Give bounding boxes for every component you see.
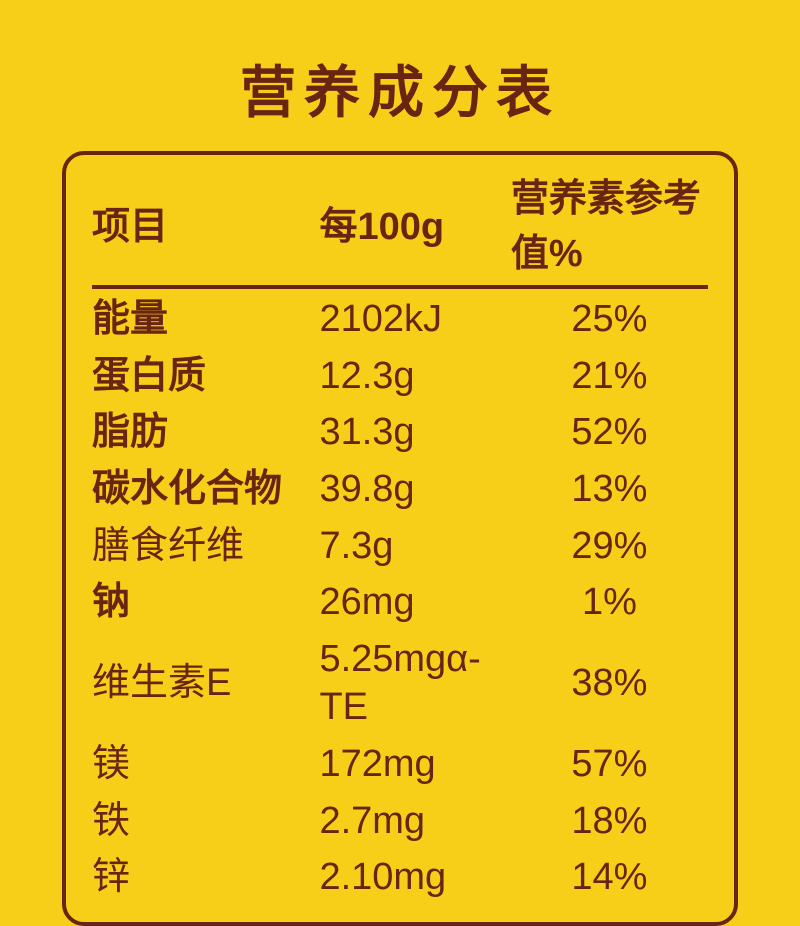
cell-nrv: 57%: [511, 734, 708, 791]
table-body: 能量 2102kJ 25% 蛋白质 12.3g 21% 脂肪 31.3g 52%…: [92, 287, 708, 904]
nutrition-table: 项目 每100g 营养素参考值% 能量 2102kJ 25% 蛋白质 12.3g…: [92, 167, 708, 904]
table-row: 膳食纤维 7.3g 29%: [92, 516, 708, 573]
cell-item: 蛋白质: [92, 346, 301, 403]
cell-item: 维生素E: [92, 629, 301, 734]
table-row: 铁 2.7mg 18%: [92, 791, 708, 848]
cell-per100: 2.10mg: [301, 847, 510, 904]
table-row: 蛋白质 12.3g 21%: [92, 346, 708, 403]
cell-per100: 172mg: [301, 734, 510, 791]
nutrition-title: 营养成分表: [240, 48, 560, 129]
header-item: 项目: [92, 167, 301, 287]
cell-nrv: 38%: [511, 629, 708, 734]
cell-nrv: 52%: [511, 402, 708, 459]
table-row: 维生素E 5.25mgα-TE 38%: [92, 629, 708, 734]
cell-per100: 5.25mgα-TE: [301, 629, 510, 734]
table-row: 脂肪 31.3g 52%: [92, 402, 708, 459]
table-row: 锌 2.10mg 14%: [92, 847, 708, 904]
cell-item: 锌: [92, 847, 301, 904]
cell-item: 脂肪: [92, 402, 301, 459]
table-row: 镁 172mg 57%: [92, 734, 708, 791]
cell-item: 铁: [92, 791, 301, 848]
cell-item: 碳水化合物: [92, 459, 301, 516]
cell-nrv: 13%: [511, 459, 708, 516]
header-per100: 每100g: [301, 167, 510, 287]
cell-per100: 31.3g: [301, 402, 510, 459]
table-row: 钠 26mg 1%: [92, 572, 708, 629]
table-header-row: 项目 每100g 营养素参考值%: [92, 167, 708, 287]
cell-per100: 2.7mg: [301, 791, 510, 848]
cell-item: 膳食纤维: [92, 516, 301, 573]
cell-nrv: 29%: [511, 516, 708, 573]
cell-item: 能量: [92, 287, 301, 346]
table-row: 碳水化合物 39.8g 13%: [92, 459, 708, 516]
cell-item: 镁: [92, 734, 301, 791]
cell-per100: 7.3g: [301, 516, 510, 573]
cell-nrv: 21%: [511, 346, 708, 403]
cell-item: 钠: [92, 572, 301, 629]
cell-nrv: 1%: [511, 572, 708, 629]
cell-per100: 12.3g: [301, 346, 510, 403]
cell-nrv: 25%: [511, 287, 708, 346]
cell-per100: 26mg: [301, 572, 510, 629]
cell-per100: 2102kJ: [301, 287, 510, 346]
table-row: 能量 2102kJ 25%: [92, 287, 708, 346]
nutrition-table-container: 项目 每100g 营养素参考值% 能量 2102kJ 25% 蛋白质 12.3g…: [62, 151, 738, 926]
cell-nrv: 18%: [511, 791, 708, 848]
header-nrv: 营养素参考值%: [511, 167, 708, 287]
cell-nrv: 14%: [511, 847, 708, 904]
cell-per100: 39.8g: [301, 459, 510, 516]
